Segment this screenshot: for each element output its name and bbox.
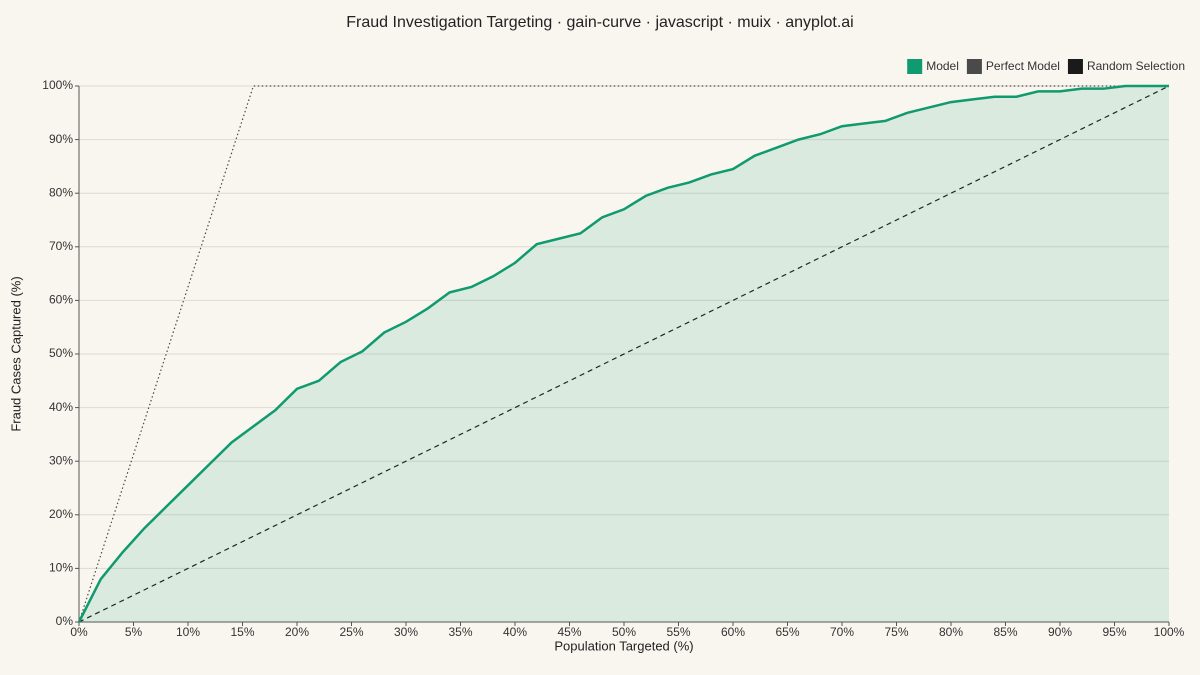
legend-label: Random Selection <box>1087 59 1185 73</box>
x-tick-label: 65% <box>775 625 799 639</box>
x-tick-label: 75% <box>884 625 908 639</box>
x-tick-label: 15% <box>230 625 254 639</box>
x-tick-label: 45% <box>557 625 581 639</box>
y-tick-label: 20% <box>49 507 73 521</box>
x-tick-label: 35% <box>448 625 472 639</box>
legend: Model Perfect Model Random Selection <box>907 59 1185 74</box>
x-tick-label: 30% <box>394 625 418 639</box>
y-tick-label: 100% <box>42 78 73 92</box>
legend-label: Perfect Model <box>986 59 1060 73</box>
y-tick-label: 10% <box>49 561 73 575</box>
x-tick-label: 100% <box>1154 625 1185 639</box>
x-tick-label: 85% <box>993 625 1017 639</box>
x-tick-label: 20% <box>285 625 309 639</box>
x-tick-label: 70% <box>830 625 854 639</box>
x-tick-label: 80% <box>939 625 963 639</box>
x-tick-label: 10% <box>176 625 200 639</box>
x-tick-label: 60% <box>721 625 745 639</box>
line <box>78 85 1170 623</box>
legend-item[interactable]: Random Selection <box>1067 59 1185 74</box>
x-tick-label: 25% <box>339 625 363 639</box>
x-axis-label: Population Targeted (%) <box>554 638 693 653</box>
x-tick-label: 40% <box>503 625 527 639</box>
x-tick-label: 90% <box>1048 625 1072 639</box>
y-tick-label: 30% <box>49 453 73 467</box>
legend-swatch <box>907 59 923 74</box>
y-tick-label: 90% <box>49 132 73 146</box>
legend-item[interactable]: Perfect Model <box>966 59 1060 74</box>
area <box>79 86 1169 622</box>
x-tick-label: 95% <box>1102 625 1126 639</box>
y-tick-label: 70% <box>49 239 73 253</box>
legend-label: Model <box>926 59 959 73</box>
line <box>77 84 1169 623</box>
x-tick-label: 50% <box>612 625 636 639</box>
x-tick-label: 55% <box>666 625 690 639</box>
y-tick-label: 50% <box>49 346 73 360</box>
legend-swatch <box>1067 59 1083 74</box>
legend-swatch <box>966 59 982 74</box>
y-tick-label: 60% <box>49 293 73 307</box>
y-tick-label: 0% <box>56 614 74 628</box>
x-tick-label: 5% <box>125 625 143 639</box>
x-tick-label: 0% <box>70 625 88 639</box>
y-tick-label: 80% <box>49 185 73 199</box>
chart-title: Fraud Investigation Targeting · gain-cur… <box>346 14 853 31</box>
legend-item[interactable]: Model <box>907 59 959 74</box>
y-tick-label: 40% <box>49 400 73 414</box>
y-axis-label: Fraud Cases Captured (%) <box>8 276 23 431</box>
